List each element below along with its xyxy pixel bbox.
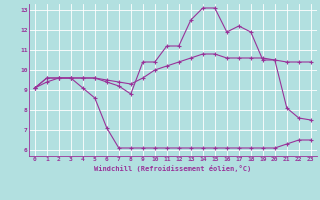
X-axis label: Windchill (Refroidissement éolien,°C): Windchill (Refroidissement éolien,°C) (94, 165, 252, 172)
